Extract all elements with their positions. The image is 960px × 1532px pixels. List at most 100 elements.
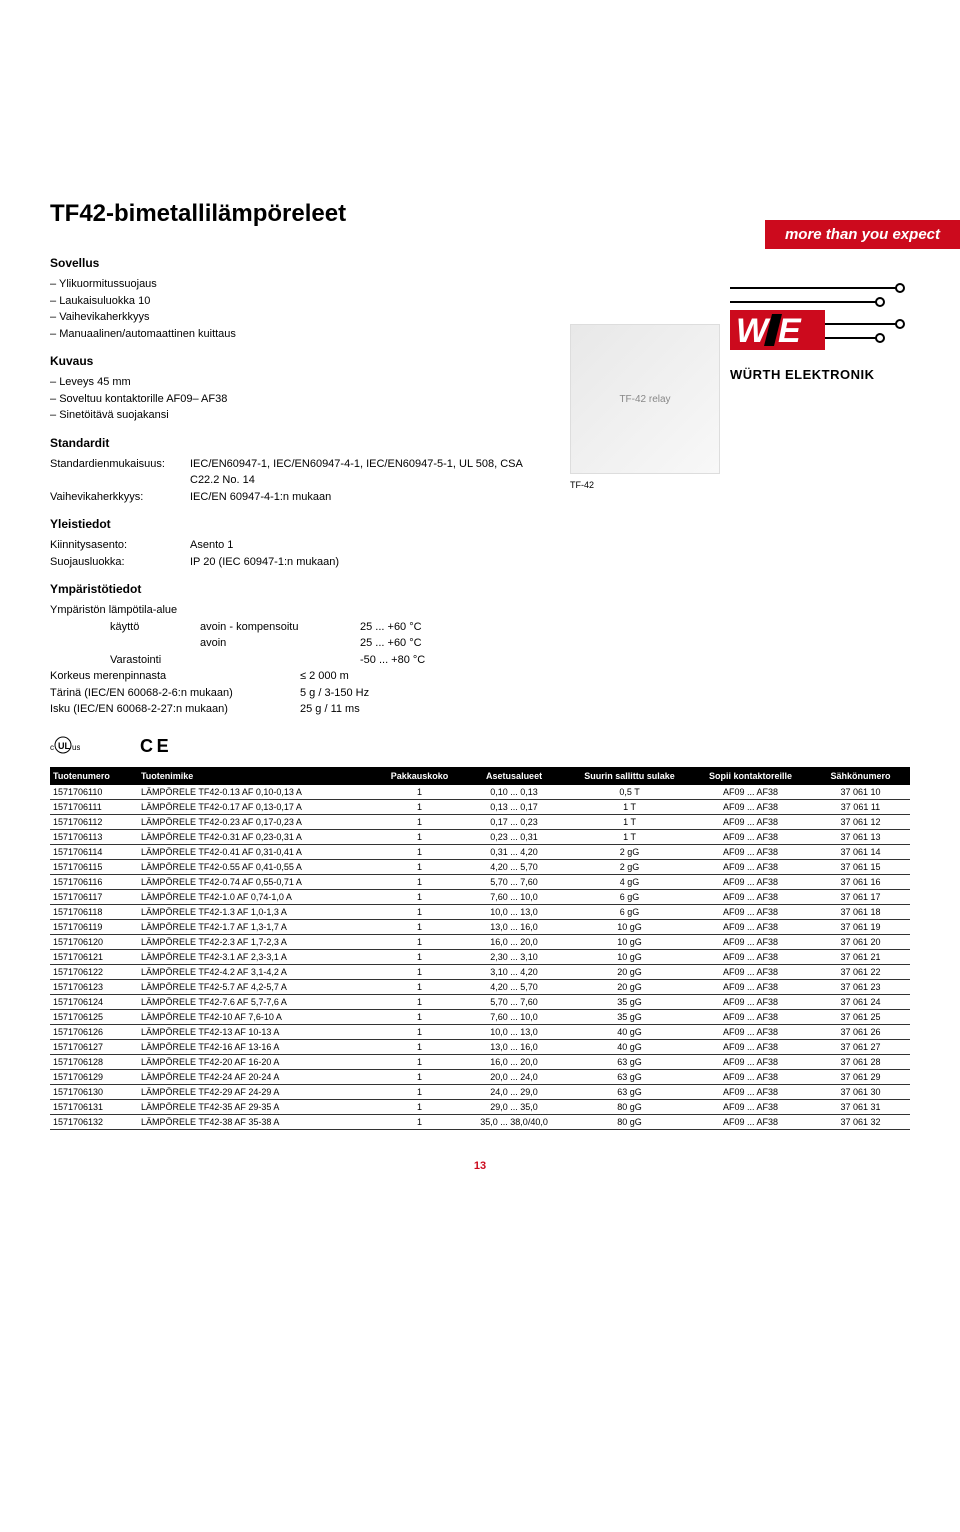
ymparisto-extra-value: 25 g / 11 ms [300, 701, 530, 718]
table-cell: 0,13 ... 0,17 [459, 799, 569, 814]
table-cell: AF09 ... AF38 [690, 889, 811, 904]
standardit-value: IEC/EN60947-1, IEC/EN60947-4-1, IEC/EN60… [190, 456, 530, 489]
table-cell: 37 061 20 [811, 934, 910, 949]
table-cell: LÄMPÖRELE TF42-2.3 AF 1,7-2,3 A [138, 934, 380, 949]
table-row: 1571706128LÄMPÖRELE TF42-20 AF 16-20 A11… [50, 1054, 910, 1069]
table-row: 1571706124LÄMPÖRELE TF42-7.6 AF 5,7-7,6 … [50, 994, 910, 1009]
ymparisto-line: Varastointi-50 ... +80 °C [50, 652, 530, 669]
table-cell: 37 061 29 [811, 1069, 910, 1084]
table-cell: 63 gG [569, 1054, 690, 1069]
table-cell: LÄMPÖRELE TF42-10 AF 7,6-10 A [138, 1009, 380, 1024]
ymparisto-extra-row: Isku (IEC/EN 60068-2-27:n mukaan)25 g / … [50, 701, 530, 718]
table-cell: LÄMPÖRELE TF42-35 AF 29-35 A [138, 1099, 380, 1114]
table-cell: 40 gG [569, 1039, 690, 1054]
sovellus-head: Sovellus [50, 254, 530, 272]
table-cell: 1 [380, 799, 459, 814]
sovellus-list: YlikuormitussuojausLaukaisuluokka 10Vaih… [50, 276, 530, 342]
table-cell: 10,0 ... 13,0 [459, 1024, 569, 1039]
table-cell: 0,10 ... 0,13 [459, 785, 569, 800]
table-cell: LÄMPÖRELE TF42-13 AF 10-13 A [138, 1024, 380, 1039]
ymparisto-c1: Varastointi [50, 652, 200, 669]
table-cell: LÄMPÖRELE TF42-1.3 AF 1,0-1,3 A [138, 904, 380, 919]
table-row: 1571706132LÄMPÖRELE TF42-38 AF 35-38 A13… [50, 1114, 910, 1129]
table-cell: 1571706124 [50, 994, 138, 1009]
wurth-logo-icon: W E [730, 280, 910, 360]
table-cell: 10 gG [569, 949, 690, 964]
ymparisto-extra-value: ≤ 2 000 m [300, 668, 530, 685]
table-cell: 37 061 12 [811, 814, 910, 829]
table-cell: AF09 ... AF38 [690, 874, 811, 889]
table-row: 1571706119LÄMPÖRELE TF42-1.7 AF 1,3-1,7 … [50, 919, 910, 934]
table-cell: LÄMPÖRELE TF42-5.7 AF 4,2-5,7 A [138, 979, 380, 994]
table-cell: 1571706121 [50, 949, 138, 964]
table-cell: 1 [380, 829, 459, 844]
ymparisto-extra-row: Tärinä (IEC/EN 60068-2-6:n mukaan)5 g / … [50, 685, 530, 702]
yleistiedot-value: Asento 1 [190, 537, 530, 554]
table-cell: 2,30 ... 3,10 [459, 949, 569, 964]
ymparisto-extra-key: Korkeus merenpinnasta [50, 668, 300, 685]
ymparisto-head: Ympäristötiedot [50, 580, 530, 598]
ymparisto-extra-key: Isku (IEC/EN 60068-2-27:n mukaan) [50, 701, 300, 718]
table-cell: 1 [380, 1069, 459, 1084]
table-cell: AF09 ... AF38 [690, 919, 811, 934]
table-cell: 0,23 ... 0,31 [459, 829, 569, 844]
table-cell: LÄMPÖRELE TF42-1.0 AF 0,74-1,0 A [138, 889, 380, 904]
brand-tagline: more than you expect [765, 220, 960, 249]
table-cell: 1 [380, 949, 459, 964]
table-cell: 1571706117 [50, 889, 138, 904]
table-cell: 10 gG [569, 919, 690, 934]
table-header: Tuotenimike [138, 767, 380, 785]
ymparisto-extra-key: Tärinä (IEC/EN 60068-2-6:n mukaan) [50, 685, 300, 702]
product-image-alt: TF-42 relay [619, 394, 670, 405]
brand-name: WÜRTH ELEKTRONIK [730, 367, 910, 382]
table-cell: 5,70 ... 7,60 [459, 994, 569, 1009]
table-cell: 1571706129 [50, 1069, 138, 1084]
table-cell: 0,31 ... 4,20 [459, 844, 569, 859]
table-row: 1571706131LÄMPÖRELE TF42-35 AF 29-35 A12… [50, 1099, 910, 1114]
table-cell: 37 061 21 [811, 949, 910, 964]
yleistiedot-key: Kiinnitysasento: [50, 537, 190, 554]
table-cell: 1 [380, 785, 459, 800]
table-cell: LÄMPÖRELE TF42-0.31 AF 0,23-0,31 A [138, 829, 380, 844]
table-cell: 0,17 ... 0,23 [459, 814, 569, 829]
table-cell: 2 gG [569, 859, 690, 874]
table-cell: 1571706130 [50, 1084, 138, 1099]
table-cell: 5,70 ... 7,60 [459, 874, 569, 889]
standardit-value: IEC/EN 60947-4-1:n mukaan [190, 489, 530, 506]
table-cell: 37 061 11 [811, 799, 910, 814]
yleistiedot-head: Yleistiedot [50, 515, 530, 533]
table-cell: 1 [380, 1024, 459, 1039]
table-cell: 1571706126 [50, 1024, 138, 1039]
table-cell: AF09 ... AF38 [690, 1054, 811, 1069]
table-cell: 1571706112 [50, 814, 138, 829]
ul-mark-icon: cULus [50, 736, 80, 757]
table-cell: 1 [380, 859, 459, 874]
table-cell: 20 gG [569, 964, 690, 979]
table-cell: AF09 ... AF38 [690, 1009, 811, 1024]
table-header: Suurin sallittu sulake [569, 767, 690, 785]
table-cell: 1 [380, 889, 459, 904]
table-cell: 37 061 17 [811, 889, 910, 904]
table-row: 1571706113LÄMPÖRELE TF42-0.31 AF 0,23-0,… [50, 829, 910, 844]
page-number: 13 [50, 1160, 910, 1172]
table-row: 1571706111LÄMPÖRELE TF42-0.17 AF 0,13-0,… [50, 799, 910, 814]
table-cell: 0,5 T [569, 785, 690, 800]
table-cell: AF09 ... AF38 [690, 994, 811, 1009]
table-cell: 1 [380, 1114, 459, 1129]
table-cell: 1 [380, 904, 459, 919]
table-cell: 37 061 30 [811, 1084, 910, 1099]
table-cell: 80 gG [569, 1099, 690, 1114]
table-header: Pakkauskoko [380, 767, 459, 785]
table-cell: 1571706131 [50, 1099, 138, 1114]
table-cell: 1 [380, 919, 459, 934]
table-cell: AF09 ... AF38 [690, 979, 811, 994]
table-cell: 40 gG [569, 1024, 690, 1039]
table-cell: 1 [380, 1054, 459, 1069]
ymparisto-line: käyttöavoin - kompensoitu25 ... +60 °C [50, 619, 530, 636]
table-cell: 1 T [569, 814, 690, 829]
table-cell: 16,0 ... 20,0 [459, 1054, 569, 1069]
sovellus-item: Manuaalinen/automaattinen kuittaus [50, 326, 530, 343]
table-cell: AF09 ... AF38 [690, 1114, 811, 1129]
kuvaus-head: Kuvaus [50, 352, 530, 370]
brand-logo-block: W E WÜRTH ELEKTRONIK [730, 280, 910, 382]
